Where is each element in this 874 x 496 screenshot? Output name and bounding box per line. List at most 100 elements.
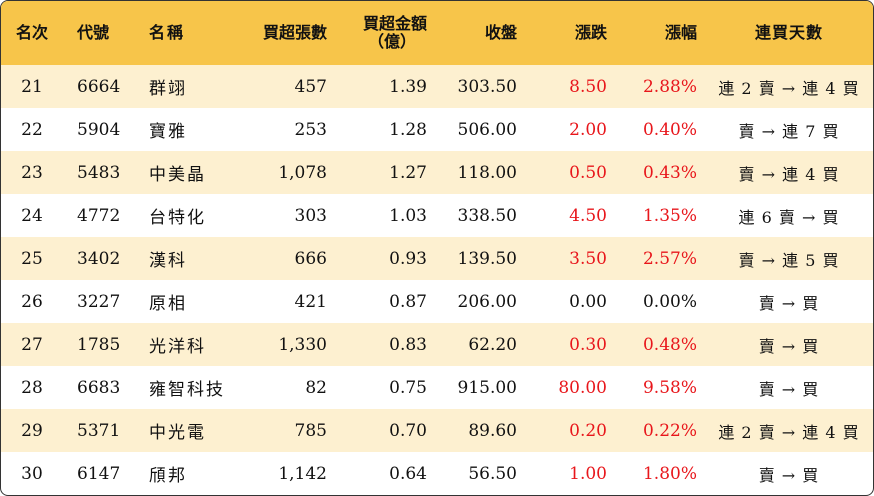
cell-change: 0.00 bbox=[569, 291, 607, 312]
cell-name: 光洋科 bbox=[149, 337, 206, 357]
cell-code: 6664 bbox=[77, 76, 121, 97]
cell-net-amount: 1.39 bbox=[389, 76, 427, 97]
cell-net-lots: 785 bbox=[294, 420, 327, 441]
table-row: 25 3402 漢科 666 0.93 139.50 3.50 2.57% 賣 → 連 5 買 bbox=[1, 237, 873, 280]
cell-code: 1785 bbox=[77, 334, 121, 355]
cell-close: 206.00 bbox=[457, 291, 517, 312]
cell-rank: 26 bbox=[21, 291, 43, 312]
cell-streak: 連 2 賣 → 連 4 買 bbox=[718, 78, 860, 98]
header-rank: 名次 bbox=[15, 23, 48, 42]
table-header: 名次 代號 名稱 買超張數 買超金額 （億） 收盤 漲跌 漲幅 連買天數 bbox=[1, 1, 873, 65]
cell-name: 頎邦 bbox=[149, 466, 187, 486]
cell-change: 3.50 bbox=[569, 248, 607, 269]
cell-net-amount: 0.64 bbox=[389, 463, 427, 484]
cell-close: 118.00 bbox=[457, 162, 517, 183]
cell-net-amount: 1.28 bbox=[389, 119, 427, 140]
table-row: 24 4772 台特化 303 1.03 338.50 4.50 1.35% 連 6 賣 → 買 bbox=[1, 194, 873, 237]
cell-code: 5904 bbox=[77, 119, 121, 140]
cell-close: 506.00 bbox=[457, 119, 517, 140]
cell-code: 6147 bbox=[77, 463, 121, 484]
cell-close: 89.60 bbox=[468, 420, 517, 441]
table-row: 29 5371 中光電 785 0.70 89.60 0.20 0.22% 連 2 賣 → 連 … bbox=[1, 409, 873, 452]
cell-change-pct: 1.35% bbox=[642, 205, 697, 226]
header-net-amount-line2: （億） bbox=[367, 32, 416, 51]
cell-net-lots: 82 bbox=[305, 377, 327, 398]
table-row: 22 5904 寶雅 253 1.28 506.00 2.00 0.40% 賣 → 連 7 買 bbox=[1, 108, 873, 151]
cell-change-pct: 0.40% bbox=[642, 119, 697, 140]
cell-net-amount: 0.70 bbox=[389, 420, 427, 441]
cell-rank: 29 bbox=[21, 420, 43, 441]
cell-code: 3227 bbox=[77, 291, 121, 312]
cell-rank: 22 bbox=[21, 119, 43, 140]
cell-change-pct: 0.43% bbox=[642, 162, 697, 183]
cell-rank: 28 bbox=[21, 377, 43, 398]
cell-close: 56.50 bbox=[468, 463, 517, 484]
cell-change-pct: 2.88% bbox=[642, 76, 697, 97]
cell-change-pct: 0.22% bbox=[642, 420, 697, 441]
cell-net-amount: 0.75 bbox=[389, 377, 427, 398]
cell-code: 4772 bbox=[77, 205, 121, 226]
cell-close: 62.20 bbox=[468, 334, 517, 355]
cell-rank: 21 bbox=[21, 76, 43, 97]
header-change: 漲跌 bbox=[574, 23, 607, 42]
cell-streak: 賣 → 連 5 買 bbox=[738, 250, 840, 270]
cell-rank: 25 bbox=[21, 248, 43, 269]
cell-net-lots: 253 bbox=[294, 119, 327, 140]
cell-code: 3402 bbox=[77, 248, 121, 269]
cell-change: 0.30 bbox=[569, 334, 607, 355]
cell-net-amount: 1.03 bbox=[389, 205, 427, 226]
cell-net-amount: 0.83 bbox=[389, 334, 427, 355]
cell-net-lots: 1,330 bbox=[278, 334, 327, 355]
header-close: 收盤 bbox=[484, 23, 517, 42]
cell-name: 寶雅 bbox=[149, 122, 187, 142]
cell-change: 1.00 bbox=[569, 463, 607, 484]
cell-rank: 30 bbox=[21, 463, 43, 484]
cell-rank: 23 bbox=[21, 162, 43, 183]
cell-close: 915.00 bbox=[457, 377, 517, 398]
cell-close: 139.50 bbox=[457, 248, 517, 269]
cell-name: 漢科 bbox=[149, 251, 187, 271]
cell-name: 中美晶 bbox=[149, 165, 206, 185]
cell-streak: 賣 → 買 bbox=[758, 379, 820, 399]
table-body: 21 6664 群翊 457 1.39 303.50 8.50 2.88% 連 2 賣 → 連 … bbox=[1, 65, 873, 495]
header-streak: 連買天數 bbox=[754, 23, 823, 42]
cell-net-lots: 1,078 bbox=[278, 162, 327, 183]
cell-name: 群翊 bbox=[149, 79, 187, 99]
cell-change: 0.20 bbox=[569, 420, 607, 441]
header-net-amount: 買超金額 （億） bbox=[335, 1, 435, 65]
cell-close: 338.50 bbox=[457, 205, 517, 226]
header-code: 代號 bbox=[77, 23, 110, 42]
table-row: 28 6683 雍智科技 82 0.75 915.00 80.00 9.58% 賣 → 買 bbox=[1, 366, 873, 409]
header-name: 名稱 bbox=[149, 23, 186, 42]
cell-streak: 連 2 賣 → 連 4 買 bbox=[718, 422, 860, 442]
cell-streak: 賣 → 買 bbox=[758, 336, 820, 356]
header-row: 名次 代號 名稱 買超張數 買超金額 （億） 收盤 漲跌 漲幅 連買天數 bbox=[1, 1, 873, 65]
cell-rank: 24 bbox=[21, 205, 43, 226]
table-row: 26 3227 原相 421 0.87 206.00 0.00 0.00% 賣 → 買 bbox=[1, 280, 873, 323]
header-net-amount-line1: 買超金額 bbox=[362, 14, 427, 33]
cell-net-lots: 303 bbox=[294, 205, 327, 226]
cell-close: 303.50 bbox=[457, 76, 517, 97]
cell-change: 8.50 bbox=[569, 76, 607, 97]
cell-change: 0.50 bbox=[569, 162, 607, 183]
cell-streak: 賣 → 買 bbox=[758, 293, 820, 313]
cell-change-pct: 1.80% bbox=[642, 463, 697, 484]
table-row: 27 1785 光洋科 1,330 0.83 62.20 0.30 0.48% 賣 → 買 bbox=[1, 323, 873, 366]
cell-net-lots: 666 bbox=[294, 248, 327, 269]
cell-rank: 27 bbox=[21, 334, 43, 355]
cell-net-lots: 457 bbox=[294, 76, 327, 97]
cell-net-amount: 0.87 bbox=[389, 291, 427, 312]
cell-code: 6683 bbox=[77, 377, 121, 398]
cell-net-amount: 1.27 bbox=[389, 162, 427, 183]
header-net-lots: 買超張數 bbox=[262, 23, 327, 42]
cell-code: 5371 bbox=[77, 420, 121, 441]
table-row: 30 6147 頎邦 1,142 0.64 56.50 1.00 1.80% 賣 → 買 bbox=[1, 452, 873, 495]
cell-streak: 賣 → 連 7 買 bbox=[738, 121, 840, 141]
header-change-pct: 漲幅 bbox=[664, 23, 697, 42]
table-row: 23 5483 中美晶 1,078 1.27 118.00 0.50 0.43% 賣 → 連 4… bbox=[1, 151, 873, 194]
table-row: 21 6664 群翊 457 1.39 303.50 8.50 2.88% 連 2 賣 → 連 … bbox=[1, 65, 873, 108]
cell-net-lots: 421 bbox=[294, 291, 327, 312]
cell-name: 中光電 bbox=[149, 423, 206, 443]
